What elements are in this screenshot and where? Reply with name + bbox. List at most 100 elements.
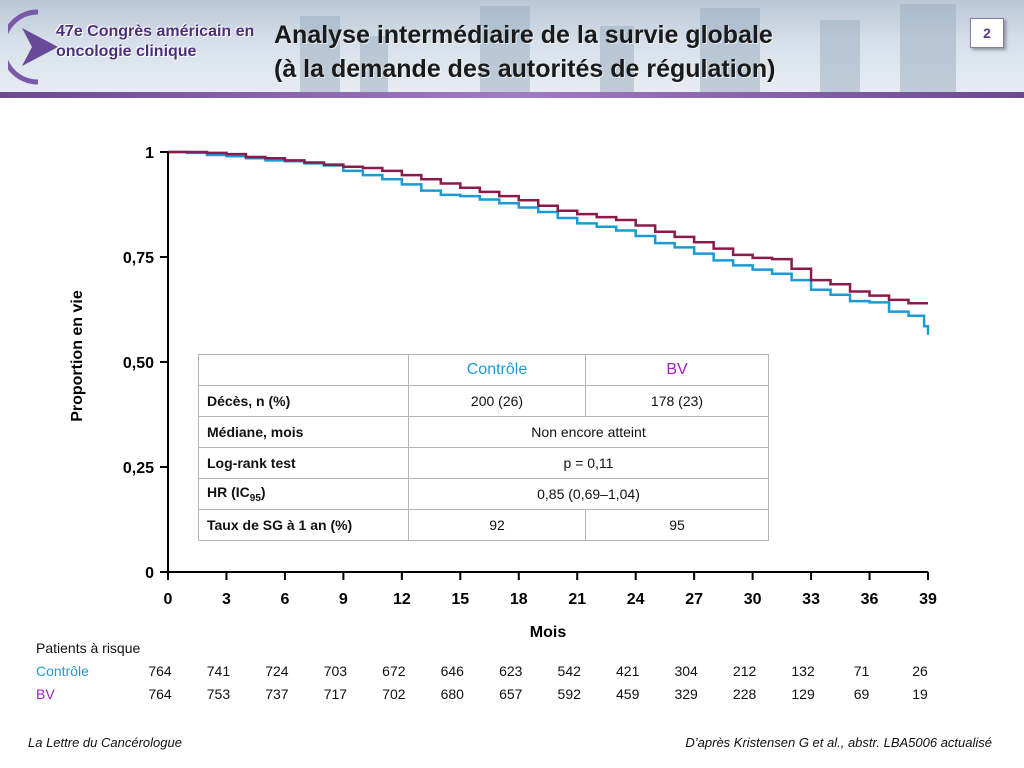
hr-label-subscript: 95 — [249, 492, 261, 504]
survival-curves — [168, 150, 930, 335]
at-risk-controle-value: 304 — [674, 663, 698, 679]
x-tick-label: 21 — [568, 591, 586, 608]
footer-journal: La Lettre du Cancérologue — [28, 735, 182, 750]
table-row: Log-rank test p = 0,11 — [198, 447, 769, 479]
table-cell-controle: 200 (26) — [408, 385, 586, 417]
x-tick-label: 24 — [627, 591, 645, 608]
x-tick-label: 39 — [919, 591, 937, 608]
at-risk-bv-value: 228 — [732, 686, 757, 702]
hr-label-end: ) — [260, 484, 266, 501]
y-tick-label: 0,25 — [123, 460, 154, 477]
controle-survival-line — [168, 150, 930, 335]
logo-line-2: oncologie clinique — [56, 43, 197, 60]
background-building — [900, 4, 956, 96]
table-cell-bv: 95 — [585, 509, 769, 541]
at-risk-bv-value: 459 — [616, 686, 640, 702]
table-row-label: HR (IC95) — [198, 478, 409, 510]
at-risk-bv-value: 592 — [557, 686, 581, 702]
logo-line-1: 47e Congrès américain en — [56, 23, 255, 40]
at-risk-title: Patients à risque — [36, 640, 141, 656]
x-tick-label: 18 — [510, 591, 528, 608]
at-risk-controle-value: 132 — [791, 663, 815, 679]
at-risk-bv-value: 717 — [323, 686, 348, 702]
y-ticks: 0 0,25 0,50 0,75 1 — [123, 145, 168, 582]
at-risk-bv-value: 753 — [206, 686, 231, 702]
hr-label-main: HR (IC — [207, 484, 250, 501]
table-row-label: Décès, n (%) — [198, 385, 409, 417]
at-risk-controle-value: 741 — [206, 663, 231, 679]
x-tick-label: 9 — [339, 591, 348, 608]
at-risk-controle-value: 212 — [732, 663, 757, 679]
slide-number: 2 — [970, 18, 1004, 48]
at-risk-bv-value: 129 — [791, 686, 815, 702]
table-cell-merged: p = 0,11 — [408, 447, 769, 479]
table-row-label: Log-rank test — [198, 447, 409, 479]
y-tick-label: 1 — [145, 145, 154, 162]
at-risk-controle-value: 623 — [499, 663, 523, 679]
y-tick-label: 0,75 — [123, 250, 154, 267]
y-tick-label: 0,50 — [123, 355, 154, 372]
at-risk-bv-value: 680 — [440, 686, 464, 702]
at-risk-controle-value: 421 — [616, 663, 640, 679]
table-row: Médiane, mois Non encore atteint — [198, 416, 769, 448]
congress-logo-text: 47e Congrès américain en oncologie clini… — [56, 22, 254, 62]
background-building — [700, 8, 760, 96]
x-tick-label: 3 — [222, 591, 231, 608]
at-risk-controle-label: Contrôle — [36, 663, 89, 679]
table-header-controle: Contrôle — [408, 354, 586, 386]
header-banner: 47e Congrès américain en oncologie clini… — [0, 0, 1024, 96]
at-risk-bv-value: 19 — [912, 686, 928, 702]
at-risk-bv-value: 657 — [499, 686, 523, 702]
table-cell-bv: 178 (23) — [585, 385, 769, 417]
at-risk-bv-value: 69 — [853, 686, 870, 702]
table-header-bv: BV — [585, 354, 769, 386]
x-tick-label: 30 — [744, 591, 762, 608]
background-building — [360, 36, 388, 96]
x-tick-label: 15 — [451, 591, 469, 608]
x-tick-label: 6 — [280, 591, 289, 608]
congress-logo-icon — [8, 9, 58, 85]
stats-table: Contrôle BV Décès, n (%) 200 (26) 178 (2… — [198, 354, 769, 541]
at-risk-controle-value: 764 — [148, 663, 172, 679]
y-axis-label: Proportion en vie — [69, 290, 86, 422]
table-header-empty — [198, 354, 409, 386]
x-tick-label: 0 — [164, 591, 173, 608]
table-cell-merged: Non encore atteint — [408, 416, 769, 448]
table-header-row: Contrôle BV — [198, 354, 769, 386]
footer-source: D’après Kristensen G et al., abstr. LBA5… — [685, 735, 992, 750]
header-divider — [0, 92, 1024, 98]
table-cell-merged: 0,85 (0,69–1,04) — [408, 478, 769, 510]
patients-at-risk: Patients à risque Contrôle BV 764 741 724 7… — [0, 640, 1024, 710]
at-risk-controle-value: 703 — [323, 663, 348, 679]
at-risk-controle-value: 542 — [557, 663, 581, 679]
at-risk-controle-value: 646 — [440, 663, 464, 679]
x-tick-label: 27 — [685, 591, 703, 608]
table-row-label: Taux de SG à 1 an (%) — [198, 509, 409, 541]
table-row: HR (IC95) 0,85 (0,69–1,04) — [198, 478, 769, 510]
background-building — [480, 6, 530, 96]
x-tick-label: 36 — [861, 591, 879, 608]
at-risk-controle-value: 71 — [853, 663, 870, 679]
x-ticks: 0 3 6 9 12 15 18 21 24 27 30 33 36 39 — [164, 572, 937, 608]
bv-survival-line — [168, 150, 928, 305]
table-cell-controle: 92 — [408, 509, 586, 541]
at-risk-bv-label: BV — [36, 686, 55, 702]
x-tick-label: 12 — [393, 591, 411, 608]
at-risk-bv-value: 329 — [674, 686, 698, 702]
at-risk-bv-value: 702 — [382, 686, 406, 702]
at-risk-controle-value: 26 — [912, 663, 928, 679]
slide-title-line-2: (à la demande des autorités de régulatio… — [274, 55, 776, 83]
background-building — [300, 16, 340, 96]
table-row: Taux de SG à 1 an (%) 92 95 — [198, 509, 769, 541]
background-building — [820, 20, 860, 96]
slide-title-line-1: Analyse intermédiaire de la survie globa… — [274, 21, 773, 49]
background-building — [600, 26, 634, 96]
at-risk-bv-value: 737 — [265, 686, 289, 702]
at-risk-bv-value: 764 — [148, 686, 172, 702]
at-risk-controle-value: 672 — [382, 663, 406, 679]
y-tick-label: 0 — [145, 565, 154, 582]
slide-title: Analyse intermédiaire de la survie globa… — [274, 18, 776, 86]
x-tick-label: 33 — [802, 591, 820, 608]
at-risk-controle-value: 724 — [265, 663, 289, 679]
